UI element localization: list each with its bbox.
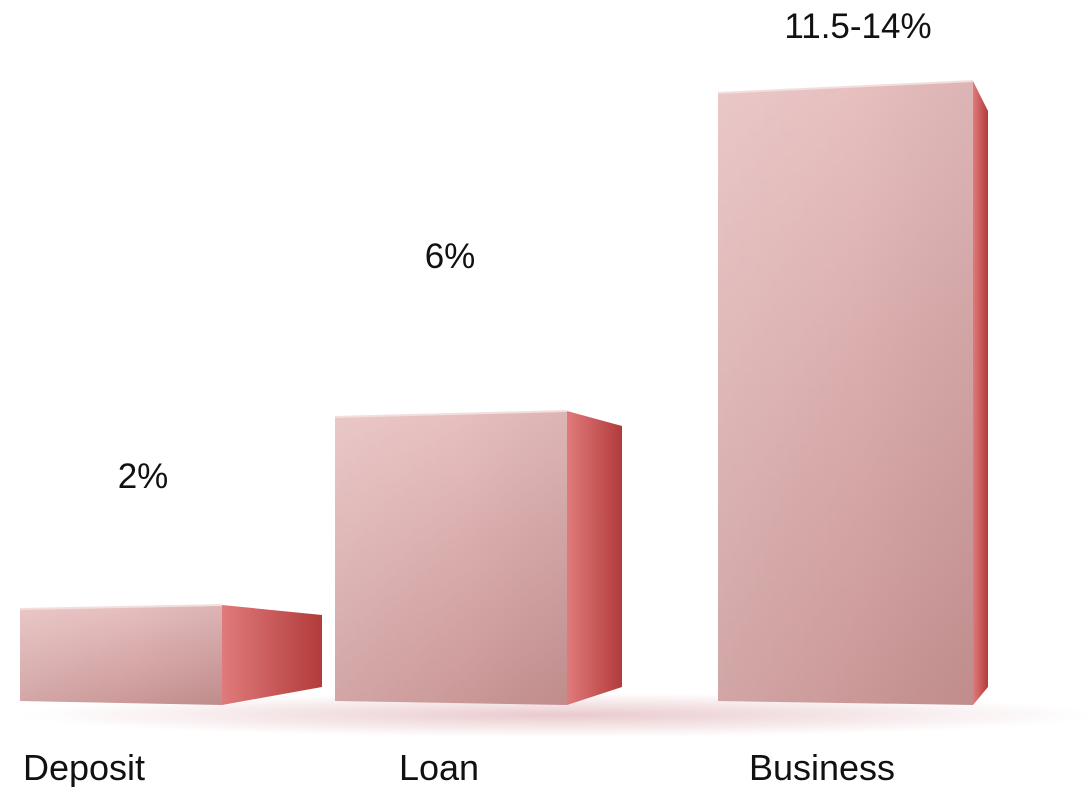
floor-shadow [20,693,1090,737]
bar-top-edge-loan [334,410,568,418]
bar-shadows [20,693,1090,737]
bar-sheen-deposit [20,605,222,705]
bars-group [19,80,988,705]
bar-sheen-business [718,81,973,705]
category-label-loan: Loan [399,747,479,787]
bar-deposit [19,604,322,705]
bar-loan [334,410,622,705]
bar-top-edge-business [717,80,974,94]
category-label-deposit: Deposit [23,747,145,787]
x-axis-labels: Deposit Loan Business [23,747,895,787]
value-label-deposit: 2% [118,457,169,496]
bar-side-deposit [222,605,322,705]
value-label-loan: 6% [425,237,476,276]
bar-sheen-loan [335,411,567,705]
bar-top-edge-deposit [19,604,223,610]
value-label-business: 11.5-14% [784,7,931,46]
bar-business [717,80,988,705]
value-labels: 2% 6% 11.5-14% [118,7,932,496]
category-label-business: Business [749,747,895,787]
bar-side-loan [567,411,622,705]
bar-side-business [973,81,988,705]
